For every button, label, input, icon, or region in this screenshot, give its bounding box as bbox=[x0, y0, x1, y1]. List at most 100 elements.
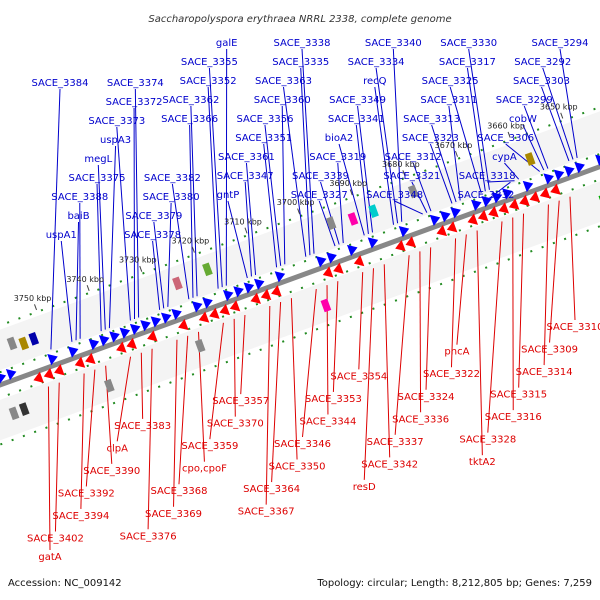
forward-gene-label: SACE_3374 bbox=[107, 78, 164, 89]
forward-gene-label: SACE_3356 bbox=[236, 114, 293, 125]
reverse-leader bbox=[173, 339, 178, 507]
forward-leader bbox=[504, 162, 520, 180]
forward-gene-arrow bbox=[0, 373, 7, 384]
forward-gene-label: SACE_3313 bbox=[403, 114, 460, 125]
forward-gene-arrow bbox=[140, 320, 151, 332]
forward-gene-label: SACE_3388 bbox=[51, 192, 108, 203]
reverse-gene-arrow bbox=[74, 356, 86, 368]
forward-gene-label: SACE_3340 bbox=[365, 38, 422, 49]
forward-leader bbox=[301, 48, 315, 254]
forward-gene-arrow bbox=[429, 214, 441, 227]
forward-leader bbox=[50, 88, 61, 350]
forward-gene-arrow bbox=[129, 323, 141, 336]
forward-leader bbox=[485, 181, 511, 202]
reverse-gene-label: SACE_3328 bbox=[459, 435, 516, 446]
reverse-gene-label: SACE_3402 bbox=[27, 533, 84, 544]
reverse-gene-arrow bbox=[209, 307, 220, 319]
forward-leader bbox=[227, 200, 248, 279]
reverse-gene-label: SACE_3336 bbox=[392, 414, 449, 425]
forward-gene-label: SACE_3317 bbox=[439, 57, 496, 68]
forward-leader bbox=[264, 124, 282, 266]
reverse-gene-arrow bbox=[178, 318, 189, 331]
reverse-gene-label: SACE_3315 bbox=[490, 390, 547, 401]
forward-gene-label: SACE_3375 bbox=[69, 173, 126, 184]
reverse-leader bbox=[80, 373, 85, 509]
reverse-leader bbox=[271, 301, 282, 483]
forward-gene-arrow bbox=[233, 286, 244, 298]
reverse-leader bbox=[487, 221, 503, 433]
forward-gene-arrow bbox=[98, 335, 110, 347]
forward-gene-arrow bbox=[481, 195, 492, 208]
forward-leader bbox=[189, 124, 194, 298]
reverse-leader bbox=[383, 264, 391, 458]
forward-gene-label: SACE_3379 bbox=[125, 211, 182, 222]
forward-gene-arrow bbox=[440, 211, 451, 223]
forward-gene-label: SACE_3351 bbox=[235, 133, 292, 144]
feature-box bbox=[407, 184, 419, 199]
forward-gene-arrow bbox=[150, 316, 162, 328]
forward-gene-label: SACE_3366 bbox=[161, 114, 218, 125]
reverse-gene-arrow bbox=[405, 236, 417, 248]
forward-gene-arrow bbox=[326, 252, 337, 264]
accession-text: Accession: NC_009142 bbox=[8, 578, 122, 589]
tick-label: 3670 kbp bbox=[435, 141, 473, 150]
forward-gene-label: baiB bbox=[67, 211, 89, 222]
reverse-leader bbox=[569, 196, 576, 321]
forward-leader bbox=[282, 86, 307, 257]
forward-gene-arrow bbox=[491, 192, 503, 204]
reverse-leader bbox=[147, 348, 153, 530]
reverse-gene-label: pncA bbox=[444, 347, 469, 358]
forward-gene-label: SACE_3312 bbox=[385, 152, 442, 163]
forward-gene-label: SACE_3373 bbox=[88, 116, 145, 127]
forward-leader bbox=[559, 48, 578, 158]
tick-label: 3660 kbp bbox=[487, 122, 525, 131]
forward-gene-arrow bbox=[574, 162, 585, 174]
reverse-leader bbox=[394, 255, 410, 435]
topology-text: Topology: circular; Length: 8,212,805 bp… bbox=[316, 578, 592, 589]
forward-leader bbox=[541, 86, 570, 162]
forward-gene-label: SACE_3306 bbox=[477, 133, 534, 144]
reverse-leader bbox=[518, 213, 525, 388]
forward-leader bbox=[394, 200, 423, 215]
reverse-gene-label: SACE_3324 bbox=[398, 392, 455, 403]
forward-leader bbox=[208, 67, 223, 288]
tick-mark bbox=[455, 150, 458, 157]
forward-gene-arrow bbox=[522, 180, 534, 193]
forward-gene-arrow bbox=[553, 169, 565, 181]
reverse-leader bbox=[290, 298, 298, 460]
reverse-leader bbox=[332, 281, 339, 392]
tick-label: 3730 kbp bbox=[119, 256, 157, 265]
tick-mark bbox=[191, 246, 195, 253]
reverse-gene-label: cpo,cpoF bbox=[182, 464, 227, 475]
forward-leader bbox=[412, 162, 432, 212]
reverse-leader bbox=[363, 268, 374, 480]
reverse-leader bbox=[476, 230, 483, 456]
tick-mark bbox=[507, 131, 511, 138]
forward-gene-arrow bbox=[564, 165, 575, 178]
reverse-gene-label: SACE_3367 bbox=[238, 507, 295, 518]
reverse-gene-arrow bbox=[488, 206, 499, 218]
forward-leader bbox=[542, 67, 574, 160]
forward-gene-label: SACE_3332 bbox=[457, 190, 514, 201]
forward-leader bbox=[448, 105, 461, 201]
forward-leader bbox=[392, 48, 403, 222]
map-title: Saccharopolyspora erythraea NRRL 2338, c… bbox=[148, 14, 451, 25]
reverse-gene-arrow bbox=[219, 303, 230, 316]
reverse-gene-arrow bbox=[322, 266, 334, 278]
forward-gene-label: SACE_3355 bbox=[181, 57, 238, 68]
reverse-gene-label: SACE_3354 bbox=[330, 371, 387, 382]
forward-gene-arrow bbox=[502, 188, 513, 200]
forward-leader bbox=[152, 240, 161, 310]
reverse-gene-label: SACE_3394 bbox=[52, 511, 109, 522]
reverse-leader bbox=[209, 322, 224, 440]
reverse-leader bbox=[302, 289, 317, 438]
forward-gene-label: SACE_3372 bbox=[106, 97, 163, 108]
forward-leader bbox=[375, 67, 399, 224]
reverse-leader bbox=[543, 204, 549, 366]
gene-features bbox=[0, 152, 600, 421]
tick-label: 3710 kbp bbox=[224, 217, 262, 226]
forward-leader bbox=[505, 143, 541, 172]
tick-label: 3720 kbp bbox=[172, 237, 210, 246]
reverse-gene-label: SACE_3322 bbox=[423, 369, 480, 380]
